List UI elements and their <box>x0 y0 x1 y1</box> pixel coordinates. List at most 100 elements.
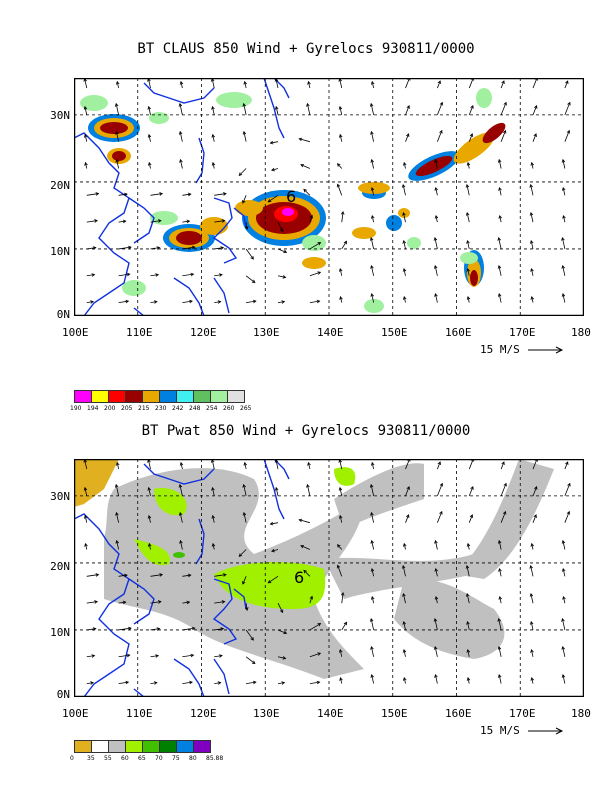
wind-arrow-head <box>497 158 502 163</box>
wind-arrow-head <box>157 219 162 223</box>
wind-arrow <box>148 106 151 115</box>
coastline-segment <box>213 658 230 695</box>
wind-arrow-head <box>125 680 130 685</box>
wind-arrow-head <box>83 514 88 519</box>
wind-arrow <box>437 483 443 497</box>
wind-arrow-head <box>336 564 341 569</box>
wind-arrow <box>182 193 191 196</box>
wind-arrow-head <box>115 539 119 544</box>
wind-arrow-head <box>339 677 343 681</box>
wind-arrow-head <box>156 246 161 250</box>
wind-arrow <box>498 674 502 684</box>
wind-arrow-head <box>566 129 571 134</box>
wind-arrow-head <box>128 626 132 631</box>
wind-arrow <box>182 654 194 658</box>
wind-arrow <box>403 212 406 223</box>
wind-arrow-head <box>497 617 501 622</box>
wind-arrow <box>435 159 438 169</box>
wind-arrow-head <box>466 542 471 547</box>
wind-arrow-head <box>316 680 321 685</box>
wind-arrow <box>182 220 190 223</box>
wind-arrow-head <box>434 158 438 163</box>
wind-arrow <box>86 574 99 577</box>
wind-arrow <box>118 601 126 604</box>
coastline-segment <box>233 588 247 610</box>
wind-arrow <box>275 487 279 496</box>
wind-arrow <box>371 81 375 89</box>
wind-arrow-head <box>186 219 191 224</box>
wind-arrow-head <box>309 595 314 600</box>
wind-arrow-head <box>338 486 343 491</box>
wind-arrow <box>341 592 344 604</box>
wind-arrow-head <box>242 200 246 204</box>
wind-arrow <box>116 131 120 142</box>
wind-arrow <box>179 512 183 523</box>
wind-arrow-head <box>186 600 191 605</box>
wind-arrow-head <box>406 105 410 109</box>
wind-arrow <box>467 677 470 684</box>
wind-arrow-head <box>434 293 438 297</box>
wind-arrow-head <box>84 542 88 547</box>
wind-arrow <box>371 131 375 142</box>
wind-arrow-head <box>211 486 215 491</box>
colorbar-swatch <box>108 740 126 753</box>
wind-arrow <box>339 134 343 142</box>
y-tick-20n: 20N <box>50 179 70 192</box>
wind-arrow-head <box>338 105 343 110</box>
wind-arrow-head <box>274 105 279 110</box>
wind-arrow <box>403 593 406 604</box>
wind-arrow-head <box>562 214 566 219</box>
wind-arrow-head <box>219 273 223 277</box>
wind-arrow-head <box>114 483 119 488</box>
colorbar-tick-label: 35 <box>87 755 95 762</box>
x-tick-130e: 130E <box>253 707 280 720</box>
wind-arrow <box>500 130 506 142</box>
wind-arrow <box>371 265 375 276</box>
coastline-segment <box>173 658 205 697</box>
wind-arrow <box>245 275 256 283</box>
wind-arrow-head <box>303 188 307 193</box>
wind-arrow <box>116 540 120 550</box>
wind-arrow <box>115 484 120 496</box>
wind-arrow-head <box>370 265 374 269</box>
wind-arrow-head <box>190 653 195 658</box>
bottom-wind-scale: 15 M/S <box>480 724 566 737</box>
wind-arrow-head <box>317 271 322 275</box>
colorbar-tick-label: 248 <box>189 405 201 412</box>
wind-arrow <box>150 301 157 303</box>
wind-arrow <box>86 655 95 658</box>
wind-arrow <box>182 627 195 631</box>
wind-arrow-head <box>433 236 438 241</box>
wind-arrow <box>245 248 254 260</box>
wind-arrow-head <box>406 133 410 137</box>
wind-arrow <box>238 168 247 176</box>
wind-arrow <box>309 681 320 684</box>
wind-arrow <box>150 193 163 196</box>
colorbar-swatch <box>159 740 177 753</box>
wind-arrow-head <box>211 105 215 110</box>
wind-arrow <box>214 682 221 684</box>
wind-arrow <box>531 649 534 657</box>
wind-arrow <box>337 544 343 550</box>
wind-arrow <box>562 237 566 250</box>
wind-arrow-head <box>565 80 569 85</box>
wind-arrow-head <box>561 265 565 269</box>
wind-arrow-head <box>466 620 470 625</box>
wind-arrow-head <box>498 214 502 219</box>
wind-arrow-head <box>567 482 571 487</box>
wind-arrow <box>564 130 570 142</box>
bottom-panel-title: BT Pwat 850 Wind + Gyrelocs 930811/0000 <box>141 423 471 439</box>
wind-arrow-head <box>466 239 470 244</box>
wind-arrow <box>86 682 94 684</box>
wind-arrow <box>466 212 470 223</box>
wind-arrow <box>150 274 159 277</box>
wind-arrow <box>150 220 161 223</box>
wind-arrow <box>180 81 183 89</box>
wind-arrow <box>434 237 438 250</box>
wind-scale-label: 15 M/S <box>480 343 520 356</box>
wind-arrow <box>214 655 223 658</box>
wind-arrow-head <box>561 646 565 650</box>
wind-arrow <box>180 540 183 550</box>
wind-arrow <box>437 80 441 89</box>
wind-arrow <box>270 522 279 525</box>
